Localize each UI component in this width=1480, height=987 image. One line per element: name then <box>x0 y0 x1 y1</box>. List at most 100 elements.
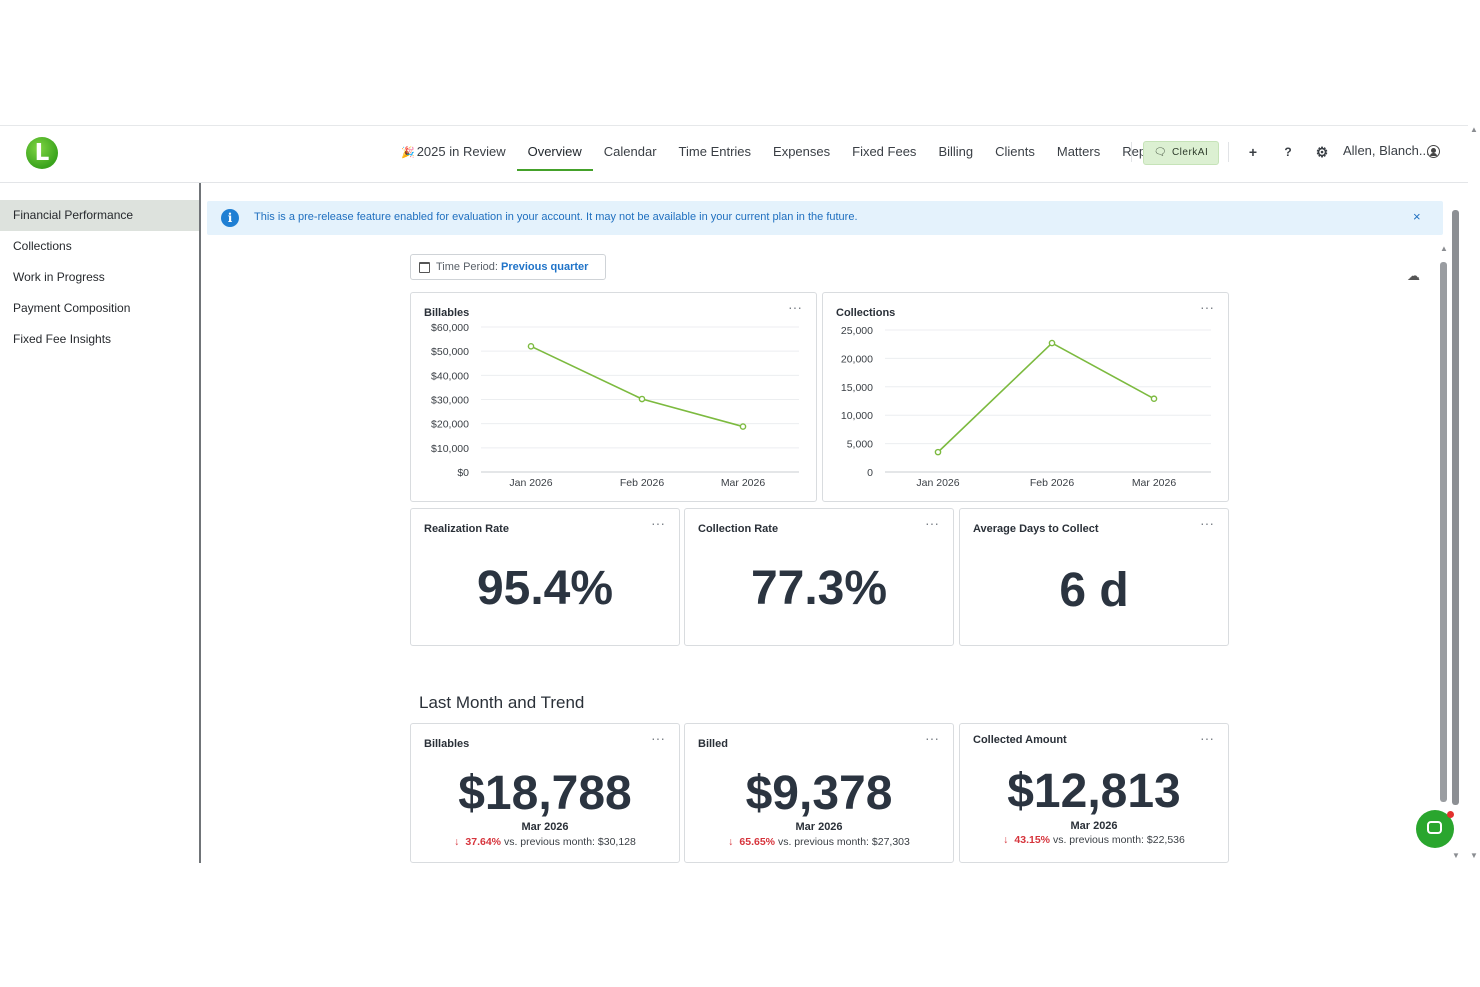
sidebar-item-payment-composition[interactable]: Payment Composition <box>13 301 131 315</box>
main-nav: 🎉 2025 in Review Overview Calendar Time E… <box>390 126 1179 182</box>
more-options-icon[interactable]: ··· <box>1200 730 1214 746</box>
trend-value: $9,378 <box>745 767 893 820</box>
nav-fixed-fees[interactable]: Fixed Fees <box>841 126 927 182</box>
card-title: Billables <box>424 738 470 750</box>
dashboard-content: Time Period: Previous quarter ☁ Billable… <box>202 236 1440 863</box>
compare-text: vs. previous month: $22,536 <box>1052 834 1185 846</box>
help-icon[interactable]: ? <box>1284 145 1292 159</box>
y-tick-label: 0 <box>867 467 873 479</box>
y-tick-label: $30,000 <box>431 395 469 407</box>
y-tick-label: 15,000 <box>841 382 873 394</box>
y-tick-label: 20,000 <box>841 353 873 365</box>
nav-billing[interactable]: Billing <box>927 126 984 182</box>
collection-rate-card: Collection Rate ··· 77.3% <box>684 508 954 646</box>
series-line <box>937 342 1155 453</box>
user-menu[interactable]: Allen, Blanch... <box>1343 143 1430 158</box>
collections-chart-card: Collections ··· 0 5,000 10,000 15,000 20,000… <box>822 292 1229 502</box>
plus-icon[interactable]: + <box>1248 144 1258 160</box>
change-percent: 43.15% <box>1014 834 1051 846</box>
nav-clients[interactable]: Clients <box>984 126 1046 182</box>
top-navigation-bar: L 🎉 2025 in Review Overview Calendar Time… <box>0 126 1468 183</box>
x-tick-label: Jan 2026 <box>916 477 959 489</box>
more-options-icon[interactable]: ··· <box>925 515 939 531</box>
nav-label: 2025 in Review <box>416 144 506 159</box>
x-tick-label: Mar 2026 <box>1132 477 1177 489</box>
card-title: Collection Rate <box>698 523 779 535</box>
sidebar-item-financial-performance[interactable]: Financial Performance <box>0 200 199 231</box>
x-tick-label: Feb 2026 <box>620 477 665 489</box>
time-period-filter[interactable]: Time Period: Previous quarter <box>410 254 606 280</box>
nav-2025-in-review[interactable]: 🎉 2025 in Review <box>390 126 517 182</box>
page-scroll-up-arrow-icon[interactable]: ▲ <box>1470 125 1478 134</box>
nav-label: Calendar <box>603 144 657 159</box>
sidebar-item-work-in-progress[interactable]: Work in Progress <box>13 270 105 284</box>
sidebar-item-fixed-fee-insights[interactable]: Fixed Fee Insights <box>13 332 112 346</box>
card-title: Average Days to Collect <box>973 523 1099 535</box>
realization-rate-card: Realization Rate ··· 95.4% <box>410 508 680 646</box>
more-options-icon[interactable]: ··· <box>651 515 665 531</box>
chat-launcher-button[interactable] <box>1416 810 1454 848</box>
party-popper-icon: 🎉 <box>401 147 415 159</box>
section-title: Last Month and Trend <box>419 693 585 712</box>
nav-label: Fixed Fees <box>852 144 917 159</box>
more-options-icon[interactable]: ··· <box>651 730 665 746</box>
trend-value: $12,813 <box>1007 765 1181 818</box>
x-tick-label: Mar 2026 <box>721 477 766 489</box>
arrow-down-icon: ↓ <box>454 836 460 848</box>
x-tick-label: Feb 2026 <box>1030 477 1075 489</box>
nav-label: Expenses <box>773 144 831 159</box>
page-scrollbar[interactable] <box>1452 210 1459 805</box>
card-title: Billed <box>698 738 728 750</box>
notification-dot <box>1447 811 1454 818</box>
series-line <box>530 345 744 428</box>
nav-expenses[interactable]: Expenses <box>762 126 841 182</box>
nav-calendar[interactable]: Calendar <box>593 126 668 182</box>
trend-value: $18,788 <box>458 767 632 820</box>
y-tick-label: $40,000 <box>431 370 469 382</box>
y-tick-label: 10,000 <box>841 410 873 422</box>
more-options-icon[interactable]: ··· <box>1200 299 1214 315</box>
user-avatar-icon[interactable] <box>1427 145 1440 158</box>
cloud-download-icon[interactable]: ☁ <box>1407 268 1420 283</box>
app-logo[interactable]: L <box>26 137 58 169</box>
nav-time-entries[interactable]: Time Entries <box>668 126 762 182</box>
billed-trend-card: Billed ··· $9,378 Mar 2026 ↓ 65.65% vs. p… <box>684 723 954 863</box>
trend-change: ↓ 37.64% vs. previous month: $30,128 <box>411 836 679 848</box>
content-scrollbar[interactable] <box>1440 262 1447 802</box>
app-window: L 🎉 2025 in Review Overview Calendar Time… <box>0 125 1468 863</box>
gear-icon[interactable]: ⚙ <box>1315 144 1329 160</box>
change-percent: 65.65% <box>739 836 776 848</box>
page-scroll-down-arrow-icon[interactable]: ▼ <box>1452 851 1460 860</box>
nav-overview[interactable]: Overview <box>516 126 593 182</box>
change-percent: 37.64% <box>465 836 502 848</box>
calendar-icon <box>419 262 430 273</box>
trend-month: Mar 2026 <box>521 821 569 833</box>
card-title: Collected Amount <box>973 734 1067 746</box>
more-options-icon[interactable]: ··· <box>1200 515 1214 531</box>
page-scroll-down-arrow-icon[interactable]: ▼ <box>1470 851 1478 860</box>
data-point <box>1150 395 1158 403</box>
y-tick-label: 5,000 <box>847 439 873 451</box>
nav-label: Clients <box>995 144 1035 159</box>
sidebar-item-collections[interactable]: Collections <box>13 239 72 253</box>
sidebar: Financial Performance Collections Work i… <box>0 183 201 863</box>
card-title: Collections <box>836 307 896 319</box>
nav-matters[interactable]: Matters <box>1046 126 1111 182</box>
scroll-up-arrow-icon[interactable]: ▲ <box>1440 244 1448 253</box>
trend-month: Mar 2026 <box>1070 820 1118 832</box>
kpi-value: 77.3% <box>750 562 888 615</box>
kpi-value: 95.4% <box>476 562 614 615</box>
trend-change: ↓ 43.15% vs. previous month: $22,536 <box>960 834 1228 846</box>
clerkai-button[interactable]: 🗨 ClerkAI <box>1143 141 1219 165</box>
close-icon[interactable]: × <box>1413 209 1421 224</box>
collections-line-chart: 0 5,000 10,000 15,000 20,000 25,000 Jan 2026 Fe… <box>841 325 1211 489</box>
y-tick-label: 25,000 <box>841 325 873 337</box>
data-point <box>739 423 747 430</box>
billables-line-chart: $0 $10,000 $20,000 $30,000 $40,000 $50,000 $60… <box>431 322 799 489</box>
trend-month: Mar 2026 <box>795 821 843 833</box>
more-options-icon[interactable]: ··· <box>925 730 939 746</box>
card-title: Billables <box>424 307 470 319</box>
clerkai-label: ClerkAI <box>1171 147 1209 158</box>
more-options-icon[interactable]: ··· <box>788 299 802 315</box>
nav-label: Time Entries <box>678 144 752 159</box>
